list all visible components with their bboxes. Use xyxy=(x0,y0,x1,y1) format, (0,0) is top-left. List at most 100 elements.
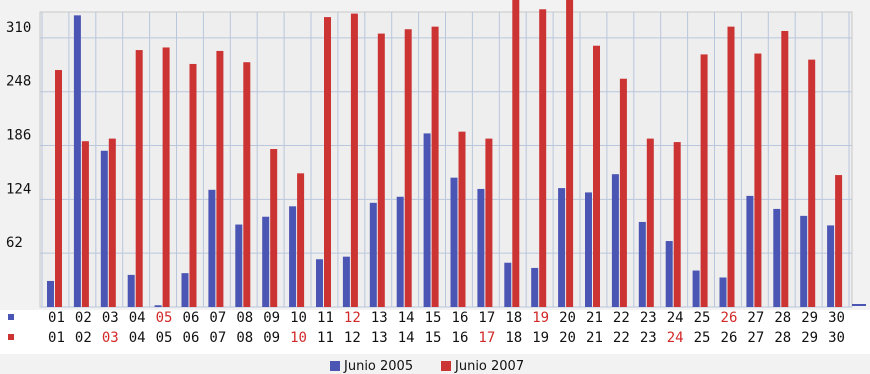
bar-junio-2005 xyxy=(773,208,781,307)
x-tick-label: 21 xyxy=(586,310,603,326)
x-tick-label: 01 xyxy=(48,310,65,326)
bar-junio-2007 xyxy=(350,13,358,308)
x-tick-label: 02 xyxy=(75,310,92,326)
x-tick-label: 05 xyxy=(156,310,173,326)
bar-junio-2005 xyxy=(692,270,700,307)
edge-marker xyxy=(852,304,866,306)
bar-junio-2007 xyxy=(727,26,735,308)
bar-junio-2005 xyxy=(558,188,566,307)
bar-junio-2007 xyxy=(189,63,197,308)
x-tick-label: 26 xyxy=(721,330,738,346)
bar-junio-2007 xyxy=(404,29,412,308)
bar-junio-2005 xyxy=(719,277,727,307)
bar-junio-2007 xyxy=(108,138,116,307)
x-tick-label: 22 xyxy=(613,330,630,346)
bar-junio-2005 xyxy=(827,225,835,307)
legend-label: Junio 2005 xyxy=(343,359,413,374)
bar-junio-2007 xyxy=(243,62,251,307)
bar-junio-2007 xyxy=(458,131,466,307)
bar-junio-2007 xyxy=(673,142,681,307)
x-tick-label: 30 xyxy=(828,330,845,346)
x-tick-label: 16 xyxy=(452,330,469,346)
bar-junio-2005 xyxy=(127,274,135,307)
y-tick-label: 310 xyxy=(6,20,31,36)
bar-junio-2007 xyxy=(431,26,439,308)
bar-junio-2007 xyxy=(270,149,278,307)
bar-junio-2005 xyxy=(585,192,592,307)
x-tick-label: 17 xyxy=(478,310,495,326)
bar-junio-2005 xyxy=(450,177,458,307)
x-tick-label: 25 xyxy=(694,330,711,346)
y-tick-label: 62 xyxy=(6,235,23,251)
x-tick-label: 07 xyxy=(209,310,226,326)
bar-junio-2005 xyxy=(531,267,539,307)
x-tick-label: 09 xyxy=(263,310,280,326)
legend-swatch xyxy=(441,361,451,371)
x-tick-label: 02 xyxy=(75,330,92,346)
bar-junio-2005 xyxy=(611,174,619,307)
bar-junio-2007 xyxy=(377,33,385,308)
x-tick-label: 15 xyxy=(425,330,442,346)
x-tick-label: 29 xyxy=(801,310,818,326)
y-tick-label: 124 xyxy=(6,181,31,197)
bar-junio-2005 xyxy=(342,256,350,307)
x-tick-label: 28 xyxy=(774,310,791,326)
x-tick-label: 08 xyxy=(236,330,253,346)
x-tick-label: 27 xyxy=(747,310,764,326)
x-tick-label: 13 xyxy=(371,310,388,326)
x-tick-label: 24 xyxy=(667,330,684,346)
bar-junio-2007 xyxy=(162,47,170,308)
bar-junio-2005 xyxy=(665,241,673,307)
x-tick-label: 10 xyxy=(290,330,307,346)
x-tick-label: 12 xyxy=(344,310,361,326)
x-tick-label: 20 xyxy=(559,310,576,326)
x-tick-label: 03 xyxy=(102,330,119,346)
bar-junio-2007 xyxy=(646,138,654,307)
x-tick-label: 28 xyxy=(774,330,791,346)
x-tick-label: 06 xyxy=(183,310,200,326)
x-tick-label: 01 xyxy=(48,330,65,346)
x-tick-label: 10 xyxy=(290,310,307,326)
legend-strip xyxy=(0,354,870,374)
x-tick-label: 22 xyxy=(613,310,630,326)
bar-junio-2007 xyxy=(566,0,574,308)
x-tick-label: 14 xyxy=(398,330,415,346)
x-tick-label: 05 xyxy=(156,330,173,346)
bar-junio-2005 xyxy=(746,195,754,307)
x-tick-label: 04 xyxy=(129,330,146,346)
row-marker-junio-2007 xyxy=(8,334,14,340)
x-tick-label: 06 xyxy=(183,330,200,346)
bar-junio-2007 xyxy=(808,59,816,308)
bar-junio-2007 xyxy=(485,138,493,307)
bar-junio-2007 xyxy=(55,70,62,307)
bar-junio-2007 xyxy=(593,45,600,308)
y-tick-label: 186 xyxy=(6,128,31,144)
x-tick-label: 19 xyxy=(532,310,549,326)
x-tick-label: 20 xyxy=(559,330,576,346)
row-marker-junio-2005 xyxy=(8,314,14,320)
x-tick-label: 09 xyxy=(263,330,280,346)
bar-junio-2005 xyxy=(423,133,431,307)
bar-junio-2005 xyxy=(181,273,189,307)
x-tick-label: 14 xyxy=(398,310,415,326)
bar-junio-2005 xyxy=(154,305,162,307)
bar-junio-2005 xyxy=(800,215,808,307)
bar-junio-2007 xyxy=(539,9,547,307)
bar-junio-2007 xyxy=(216,50,224,307)
legend: Junio 2005 Junio 2007 xyxy=(0,354,870,374)
bar-junio-2007 xyxy=(700,54,708,307)
bar-junio-2005 xyxy=(638,221,646,307)
bar-junio-2007 xyxy=(835,175,843,307)
x-tick-label: 21 xyxy=(586,330,603,346)
bar-junio-2005 xyxy=(396,196,404,307)
x-tick-label: 23 xyxy=(640,310,657,326)
bar-junio-2007 xyxy=(297,173,305,307)
bars xyxy=(47,0,866,308)
x-tick-label: 13 xyxy=(371,330,388,346)
x-tick-label: 19 xyxy=(532,330,549,346)
x-tick-label: 03 xyxy=(102,310,119,326)
x-tick-label: 26 xyxy=(721,310,738,326)
x-tick-label: 04 xyxy=(129,310,146,326)
bar-junio-2007 xyxy=(81,141,89,307)
bar-junio-2007 xyxy=(324,17,331,307)
